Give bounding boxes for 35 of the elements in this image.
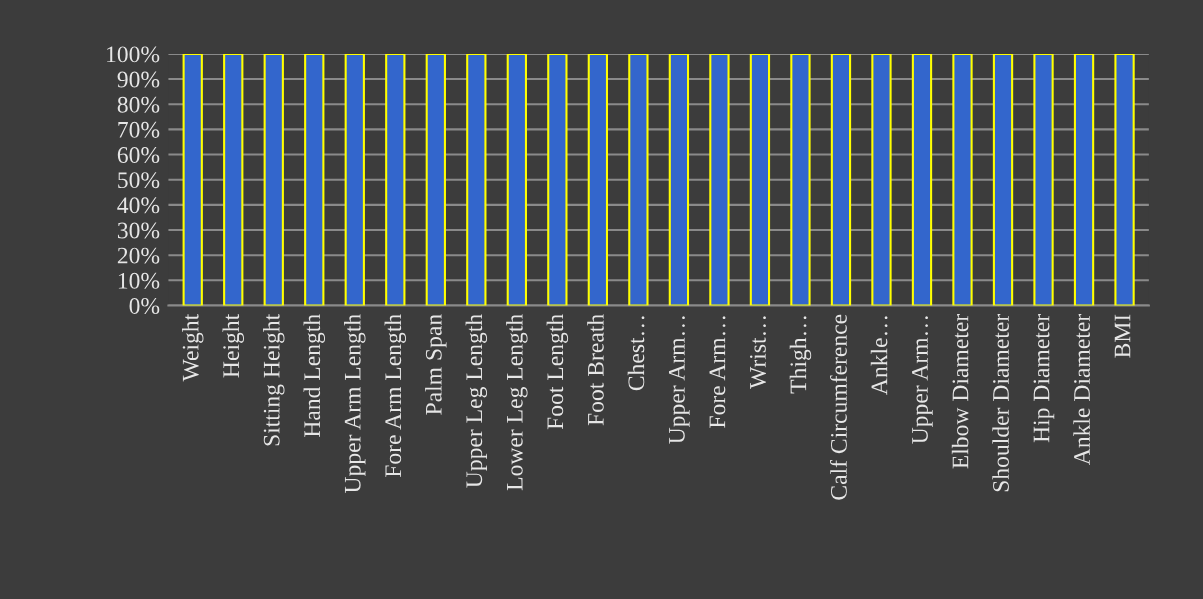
x-tick-label: BMI <box>1114 314 1131 358</box>
x-tick-label: Upper Arm… <box>912 316 933 444</box>
x-tick-label: Chest… <box>627 316 645 391</box>
x-tick-label: Shoulder Diameter <box>992 314 1009 492</box>
x-tick-label: Sitting Height <box>263 313 285 446</box>
y-tick-label: 40% <box>117 197 160 214</box>
x-tick-label: Upper Arm Length <box>344 314 366 493</box>
y-tick-label: 10% <box>118 272 160 289</box>
x-tick-label: Lower Leg Length <box>506 314 528 491</box>
x-tick-label: Thigh… <box>789 316 812 394</box>
x-tick-label: Fore Arm… <box>709 316 726 428</box>
y-tick-label: 0% <box>129 297 160 314</box>
y-tick-label: 100% <box>107 46 160 63</box>
x-tick-label: Hand Length <box>303 314 326 438</box>
y-tick-label: 90% <box>117 71 160 88</box>
x-tick-label: Ankle Diameter <box>1073 314 1090 466</box>
x-tick-label: Ankle… <box>870 316 888 395</box>
x-tick-label: Weight <box>181 313 204 382</box>
x-tick-label: Upper Arm… <box>668 316 690 444</box>
x-tick-label: Foot Breath <box>587 314 604 426</box>
y-tick-label: 70% <box>118 121 160 138</box>
x-tick-label: Palm Span <box>425 314 447 415</box>
x-tick-label: Foot Length <box>546 314 569 430</box>
y-tick-label: 30% <box>117 222 160 239</box>
x-tick-label: Upper Leg Length <box>465 314 488 488</box>
x-tick-label: Wrist… <box>749 316 766 389</box>
x-tick-label: Elbow Diameter <box>951 314 969 469</box>
x-tick-label: Fore Arm Length <box>384 314 407 478</box>
y-tick-label: 60% <box>117 147 160 164</box>
x-tick-label: Height <box>222 313 244 378</box>
y-tick-label: 20% <box>117 247 160 264</box>
y-tick-label: 80% <box>117 96 160 113</box>
x-tick-label: Calf Circumference <box>830 314 847 500</box>
y-tick-label: 50% <box>118 172 160 189</box>
x-tick-label: Hip Diameter <box>1033 314 1055 443</box>
